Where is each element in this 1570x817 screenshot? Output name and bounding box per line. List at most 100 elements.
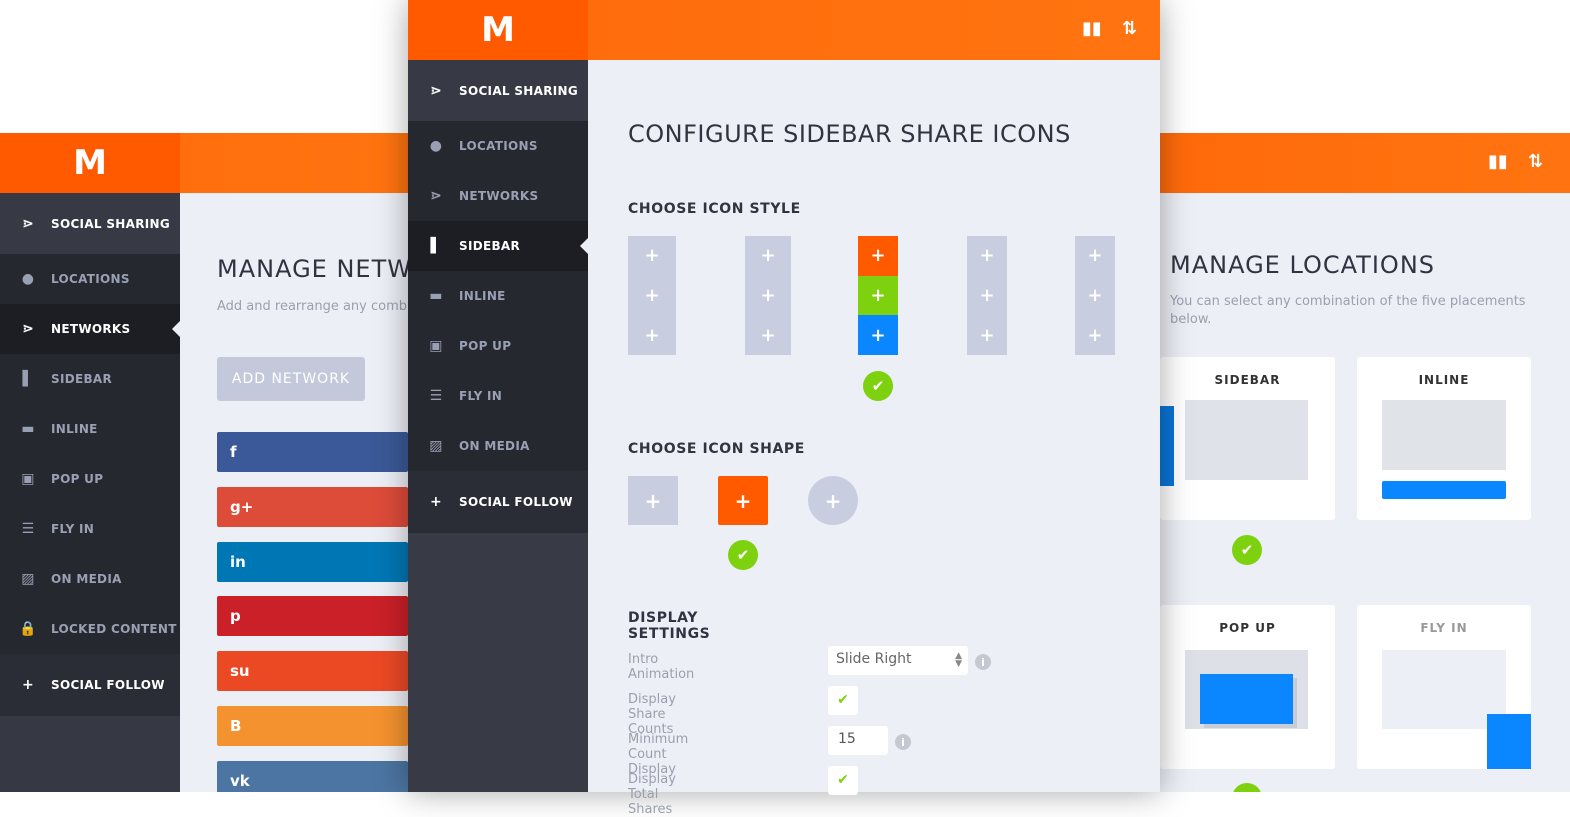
sidebar-item-label: ON MEDIA	[459, 439, 530, 453]
plus-icon: +	[21, 677, 35, 693]
network-row[interactable]: vk	[217, 760, 408, 792]
network-row[interactable]: su	[217, 651, 408, 692]
plus-icon: +	[967, 275, 1007, 316]
sidebar-item-social-sharing[interactable]: ⋗ SOCIAL SHARING	[408, 60, 588, 121]
inline-icon: ▬	[429, 288, 443, 304]
plus-icon: +	[628, 275, 676, 316]
sidebar-item-fly-in[interactable]: ☰ FLY IN	[408, 371, 588, 421]
plus-icon: +	[858, 275, 898, 316]
sidebar-item-social-follow[interactable]: + SOCIAL FOLLOW	[408, 471, 588, 533]
location-card-flyin[interactable]: FLY IN	[1357, 605, 1531, 769]
sidebar-item-label: NETWORKS	[459, 189, 539, 203]
sidebar-item-on-media[interactable]: ▨ ON MEDIA	[0, 554, 180, 604]
icon-style-option-5[interactable]: + + +	[1075, 236, 1115, 356]
plus-icon: +	[745, 236, 791, 276]
total-shares-label: Display Total Shares	[628, 772, 676, 817]
import-export-icon[interactable]: ⇅	[1528, 151, 1544, 172]
networks-panel: M ⋗ SOCIAL SHARING ● LOCATIONS ⋗ NETWORKS ▌ SID…	[0, 133, 408, 792]
network-row[interactable]: B	[217, 706, 408, 746]
sidebar-item-inline[interactable]: ▬ INLINE	[408, 271, 588, 321]
logo: M	[408, 0, 588, 60]
sidebar-item-social-sharing[interactable]: ⋗ SOCIAL SHARING	[0, 193, 180, 254]
lock-icon: 🔒	[19, 621, 37, 637]
network-icon: vk	[230, 771, 250, 790]
icon-style-option-4[interactable]: + + +	[967, 236, 1007, 356]
sidebar-item-label: ON MEDIA	[51, 572, 122, 586]
image-icon: ▨	[21, 571, 35, 587]
card-label: FLY IN	[1420, 621, 1468, 635]
icon-shape-heading: CHOOSE ICON SHAPE	[628, 441, 805, 457]
network-icon: p	[230, 607, 241, 626]
sidebar-item-networks[interactable]: ⋗ NETWORKS	[0, 304, 180, 354]
location-card-sidebar[interactable]: SIDEBAR	[1160, 357, 1335, 520]
shape-circle[interactable]: +	[808, 476, 858, 525]
sidebar-item-label: FLY IN	[459, 389, 503, 403]
icon-style-option-3[interactable]: + + +	[858, 236, 898, 356]
share-icon: ⋗	[21, 215, 35, 232]
network-row[interactable]: p	[217, 596, 408, 637]
info-icon[interactable]: i	[975, 654, 991, 670]
network-icon: B	[230, 717, 242, 735]
sidebar-item-pop-up[interactable]: ▣ POP UP	[408, 321, 588, 371]
sidebar-item-locations[interactable]: ● LOCATIONS	[408, 121, 588, 171]
info-icon[interactable]: i	[895, 734, 911, 750]
add-network-button[interactable]: ADD NETWORK	[217, 357, 365, 401]
sidebar-item-inline[interactable]: ▬ INLINE	[0, 404, 180, 454]
sidebar-item-label: INLINE	[459, 289, 506, 303]
network-icon: su	[230, 662, 250, 681]
shape-square[interactable]: +	[628, 476, 678, 525]
sidebar-item-on-media[interactable]: ▨ ON MEDIA	[408, 421, 588, 471]
sidebar-item-label: SIDEBAR	[459, 239, 521, 253]
sidebar-icon: ▌	[22, 371, 34, 387]
sidebar-item-sidebar[interactable]: ▌ SIDEBAR	[408, 221, 588, 271]
select-value: Slide Right	[836, 651, 912, 667]
network-row[interactable]: g+	[217, 486, 408, 527]
sidebar-nav: ⋗ SOCIAL SHARING ● LOCATIONS ⋗ NETWORKS ▌ SIDEB…	[0, 193, 180, 792]
sidebar-item-networks[interactable]: ⋗ NETWORKS	[408, 171, 588, 221]
total-shares-checkbox[interactable]: ✔	[828, 766, 858, 795]
sidebar-config-panel: M ▮▮ ⇅ ⋗ SOCIAL SHARING ● LOCATIONS ⋗ NETWORK…	[408, 0, 1160, 792]
flyin-icon: ☰	[429, 388, 443, 404]
card-label: POP UP	[1219, 621, 1276, 635]
location-card-inline[interactable]: INLINE	[1357, 357, 1531, 520]
popup-icon: ▣	[429, 338, 443, 354]
sidebar-item-pop-up[interactable]: ▣ POP UP	[0, 454, 180, 504]
sidebar-item-label: POP UP	[459, 339, 512, 353]
sidebar-item-label: SOCIAL FOLLOW	[459, 495, 573, 509]
sidebar-item-label: FLY IN	[51, 522, 95, 536]
display-settings-heading: DISPLAY SETTINGS	[628, 610, 711, 642]
logo-mark: M	[481, 10, 515, 50]
sidebar-item-label: INLINE	[51, 422, 98, 436]
location-card-popup[interactable]: POP UP	[1160, 605, 1335, 769]
sidebar-item-label: SOCIAL FOLLOW	[51, 678, 165, 692]
plus-icon: +	[745, 275, 791, 316]
bar-chart-icon[interactable]: ▮▮	[1082, 18, 1102, 39]
sidebar-item-locations[interactable]: ● LOCATIONS	[0, 254, 180, 304]
sidebar-item-fly-in[interactable]: ☰ FLY IN	[0, 504, 180, 554]
icon-style-option-2[interactable]: + + +	[745, 236, 791, 356]
content-preview	[1382, 400, 1506, 470]
sidebar-item-sidebar[interactable]: ▌ SIDEBAR	[0, 354, 180, 404]
content-preview	[1382, 650, 1506, 729]
sidebar-item-label: LOCATIONS	[459, 139, 538, 153]
selected-check-icon: ✔	[1232, 535, 1262, 565]
plus-icon: +	[745, 315, 791, 356]
pin-icon: ●	[21, 271, 35, 287]
selected-check-icon: ✔	[728, 540, 758, 570]
share-counts-checkbox[interactable]: ✔	[828, 686, 858, 715]
import-export-icon[interactable]: ⇅	[1122, 18, 1138, 39]
min-count-input[interactable]: 15	[828, 726, 888, 755]
sidebar-item-locked-content[interactable]: 🔒 LOCKED CONTENT	[0, 604, 180, 654]
intro-animation-select[interactable]: Slide Right ▲ ▼	[828, 646, 968, 675]
flyin-preview	[1487, 714, 1531, 769]
network-row[interactable]: in	[217, 541, 408, 582]
network-row[interactable]: f	[217, 432, 408, 472]
sidebar-item-label: SOCIAL SHARING	[459, 83, 578, 98]
bar-chart-icon[interactable]: ▮▮	[1488, 151, 1508, 172]
sidebar-item-social-follow[interactable]: + SOCIAL FOLLOW	[0, 654, 180, 716]
flyin-icon: ☰	[21, 521, 35, 537]
logo: M	[0, 133, 180, 193]
inline-icon: ▬	[21, 421, 35, 437]
icon-style-option-1[interactable]: + + +	[628, 236, 676, 356]
shape-rounded[interactable]: +	[718, 476, 768, 525]
